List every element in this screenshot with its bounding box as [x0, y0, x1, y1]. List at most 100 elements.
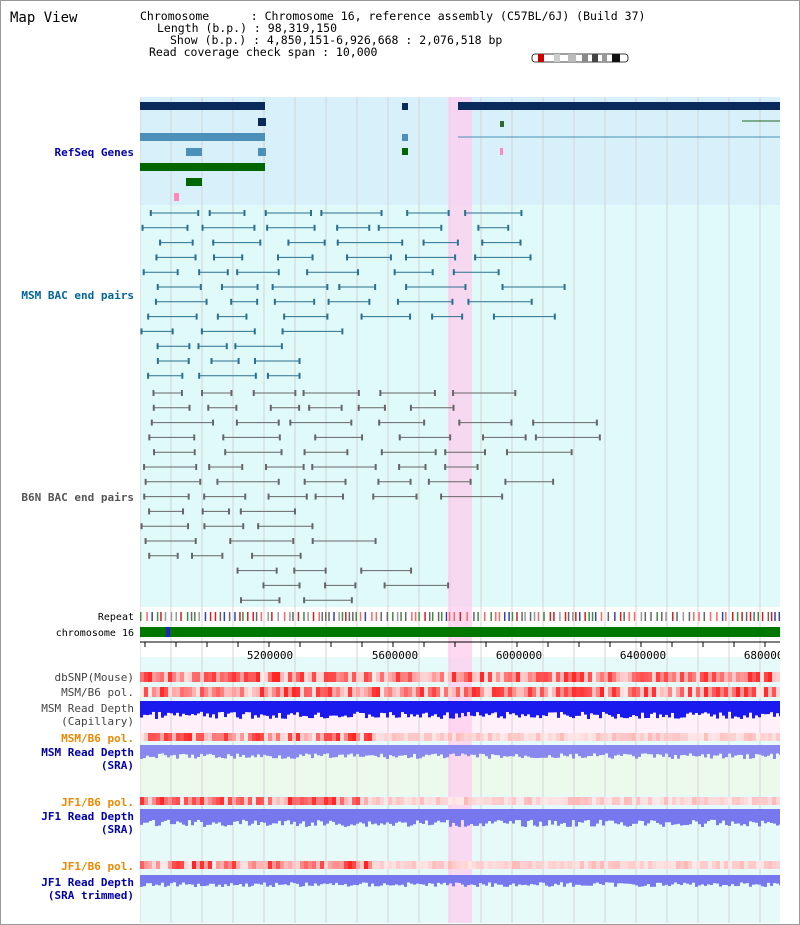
msm-b6-pol-cell: [644, 687, 648, 697]
b6n-bac-pair: [229, 538, 232, 544]
repeat-track[interactable]: [140, 612, 780, 621]
chromosome-ideogram[interactable]: [530, 52, 630, 64]
jf1-b6-pol-2-cell: [204, 861, 208, 869]
msm-b6-pol-cell: [472, 687, 476, 697]
msm-depth-capillary-bar: [635, 701, 638, 717]
msm-b6-pol-cell: [596, 687, 600, 697]
jf1-depth-trimmed-bar: [197, 875, 200, 884]
jf1-b6-pol-cell: [404, 797, 408, 805]
jf1-depth-trimmed-bar: [641, 875, 644, 887]
jf1-b6-pol-cell: [624, 797, 628, 805]
msm-b6-pol-cell: [628, 687, 632, 697]
dbsnp-cell: [500, 672, 504, 682]
jf1-b6-pol-cell: [156, 797, 160, 805]
msm-b6-pol-2-cell: [404, 733, 408, 741]
read-depth-tracks[interactable]: [140, 701, 780, 887]
msm-bac-pair: [313, 298, 316, 305]
jf1-depth-sra-bar: [599, 809, 602, 820]
msm-depth-sra-bar: [722, 745, 725, 759]
jf1-depth-trimmed-bar: [629, 875, 632, 884]
msm-depth-sra-bar: [677, 745, 680, 759]
jf1-b6-pol-cell: [304, 797, 308, 805]
msm-b6-pol-2-cell: [596, 733, 600, 741]
msm-bac-pair: [464, 210, 467, 216]
b6n-bac-pair: [221, 552, 224, 559]
repeat-element: [242, 612, 244, 621]
jf1-depth-sra-bar: [629, 809, 632, 827]
jf1-b6-pol-2-cell: [248, 861, 252, 869]
msm-bac-pair: [277, 269, 280, 276]
gene-feature: [458, 102, 780, 110]
msm-depth-sra-bar: [563, 745, 566, 756]
jf1-depth-sra-bar: [710, 809, 713, 820]
jf1-depth-trimmed-bar: [644, 875, 647, 886]
dbsnp-cell: [204, 672, 208, 682]
msm-depth-sra-bar: [434, 745, 437, 754]
jf1-depth-trimmed-bar: [683, 875, 686, 883]
dbsnp-cell: [748, 672, 752, 682]
ideogram-selection: [538, 54, 544, 62]
msm-depth-capillary-bar: [416, 701, 419, 715]
dbsnp-cell: [608, 672, 612, 682]
dbsnp-cell: [272, 672, 276, 682]
jf1-depth-sra-bar: [578, 809, 581, 823]
msm-b6-pol-cell: [464, 687, 468, 697]
jf1-depth-sra-bar: [353, 809, 356, 826]
b6n-bac-pair: [148, 508, 151, 515]
msm-b6-pol-2-cell: [348, 733, 352, 741]
b6n-bac-pair: [305, 493, 308, 500]
jf1-b6-pol-2-cell: [424, 861, 428, 869]
jf1-depth-sra-bar: [371, 809, 374, 825]
jf1-depth-trimmed-bar: [428, 875, 431, 884]
jf1-b6-pol-cell: [236, 797, 240, 805]
msm-b6-pol-cell: [620, 687, 624, 697]
repeat-element: [749, 612, 752, 621]
msm-depth-sra-bar: [359, 745, 362, 757]
refseq-genes-track[interactable]: [140, 102, 780, 201]
msm-b6-pol-cell: [436, 687, 440, 697]
msm-depth-capillary-bar: [611, 701, 614, 717]
msm-depth-capillary-bar: [167, 701, 170, 713]
msm-b6-pol-cell: [432, 687, 436, 697]
dbsnp-cell: [336, 672, 340, 682]
jf1-b6-pol-cell: [536, 797, 540, 805]
jf1-depth-trimmed-bar: [392, 875, 395, 886]
jf1-b6-pol-cell: [292, 797, 296, 805]
msm-depth-sra-bar: [428, 745, 431, 756]
polymorphism-heatmaps[interactable]: [140, 672, 780, 869]
jf1-depth-trimmed-bar: [740, 875, 743, 883]
b6n-bac-track[interactable]: [140, 390, 601, 604]
msm-depth-capillary-bar: [602, 701, 605, 713]
b6n-bac-pair: [415, 493, 418, 500]
msm-b6-pol-cell: [144, 687, 148, 697]
msm-b6-pol-2-cell: [244, 733, 248, 741]
msm-depth-sra-bar: [218, 745, 221, 757]
dbsnp-cell: [452, 672, 456, 682]
repeat-element: [564, 612, 567, 621]
msm-b6-pol-cell: [480, 687, 484, 697]
jf1-depth-trimmed-bar: [464, 875, 467, 887]
genome-tracks[interactable]: 5200000 5600000 6000000 6400000 6800000: [140, 97, 780, 923]
msm-depth-sra-bar: [521, 745, 524, 758]
msm-depth-capillary-bar: [587, 701, 590, 719]
b6n-bac-pair: [278, 597, 281, 604]
axis-tick-label: 5600000: [372, 649, 418, 662]
msm-b6-pol-cell: [532, 687, 536, 697]
dbsnp-cell: [572, 672, 576, 682]
msm-depth-capillary-bar: [347, 701, 350, 718]
msm-b6-pol-2-cell: [248, 733, 252, 741]
msm-b6-pol-cell: [504, 687, 508, 697]
jf1-b6-pol-2-cell: [612, 861, 616, 869]
jf1-depth-trimmed-bar: [299, 875, 302, 887]
dbsnp-cell: [440, 672, 444, 682]
msm-bac-track[interactable]: [140, 210, 566, 379]
msm-b6-pol-cell: [588, 687, 592, 697]
jf1-depth-trimmed-bar: [530, 875, 533, 885]
msm-depth-capillary-bar: [725, 701, 728, 719]
jf1-b6-pol-2-cell: [552, 861, 556, 869]
msm-b6-pol-cell: [348, 687, 352, 697]
dbsnp-cell: [692, 672, 696, 682]
jf1-depth-trimmed-bar: [152, 875, 155, 886]
msm-depth-capillary-bar: [548, 701, 551, 713]
b6n-bac-pair: [324, 582, 327, 589]
